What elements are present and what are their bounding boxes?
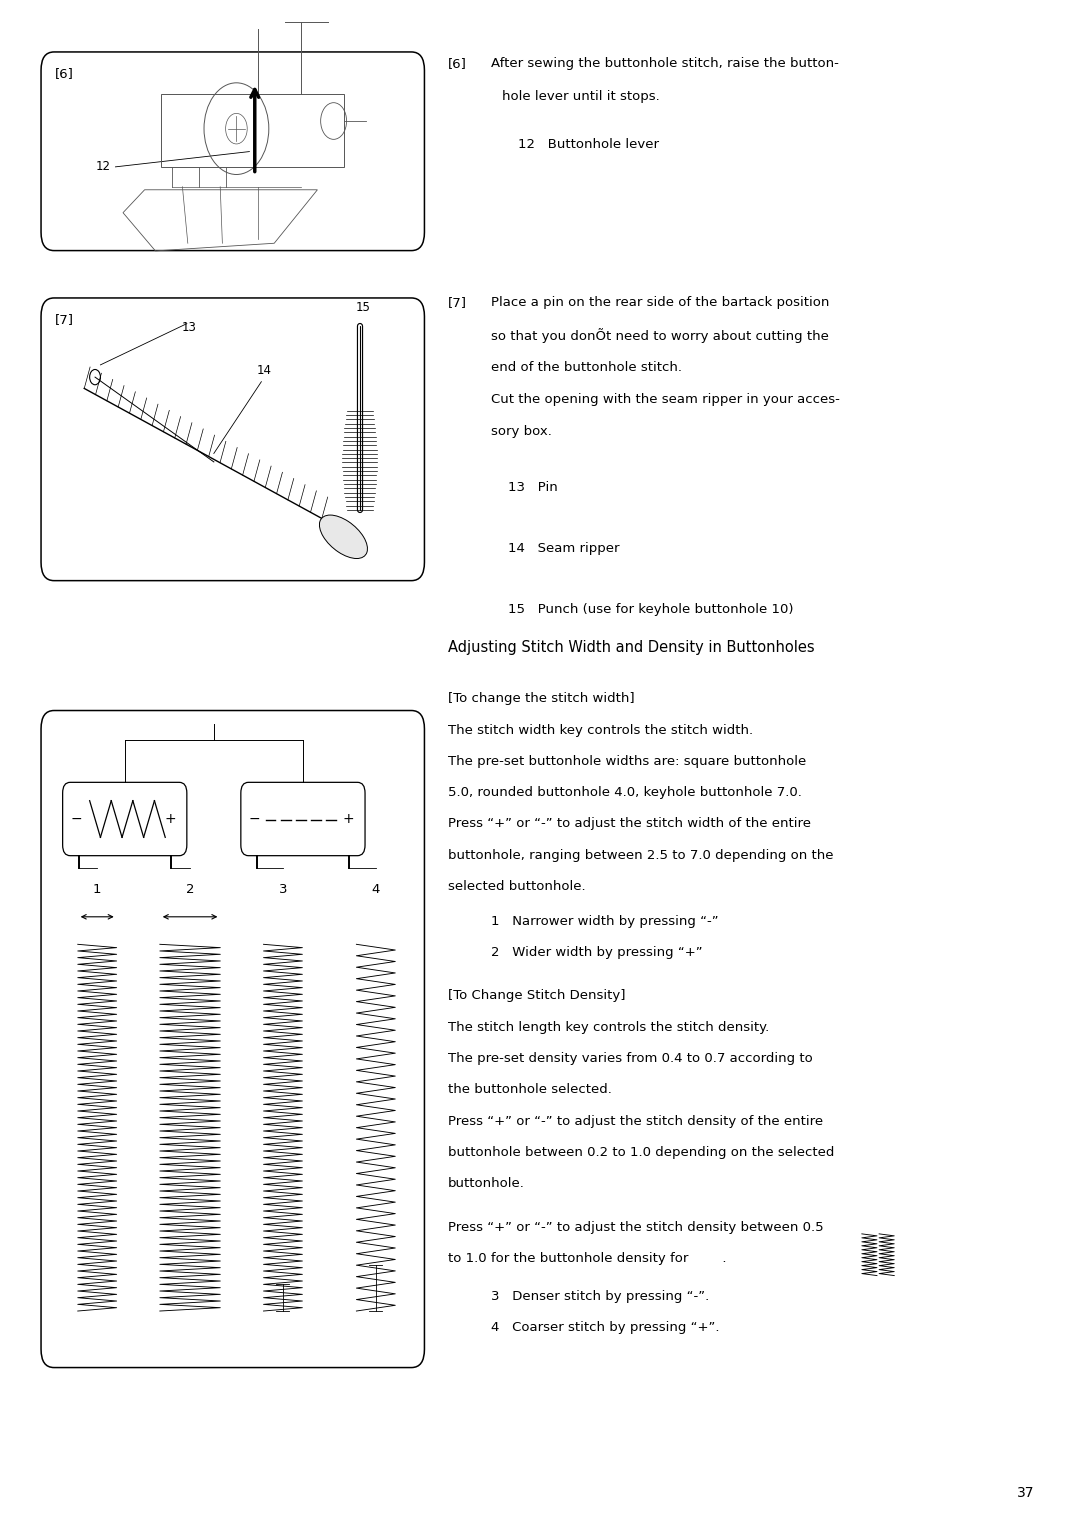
Text: 4: 4 xyxy=(372,883,380,897)
Text: The stitch length key controls the stitch density.: The stitch length key controls the stitc… xyxy=(448,1021,769,1034)
Text: Adjusting Stitch Width and Density in Buttonholes: Adjusting Stitch Width and Density in Bu… xyxy=(448,640,814,656)
Text: After sewing the buttonhole stitch, raise the button-: After sewing the buttonhole stitch, rais… xyxy=(491,57,839,70)
Text: +: + xyxy=(342,811,354,827)
Text: the buttonhole selected.: the buttonhole selected. xyxy=(448,1083,612,1097)
Text: The pre-set density varies from 0.4 to 0.7 according to: The pre-set density varies from 0.4 to 0… xyxy=(448,1053,813,1065)
Text: [To change the stitch width]: [To change the stitch width] xyxy=(448,692,635,706)
Text: 12   Buttonhole lever: 12 Buttonhole lever xyxy=(518,138,660,151)
Text: The stitch width key controls the stitch width.: The stitch width key controls the stitch… xyxy=(448,724,754,736)
Text: [To Change Stitch Density]: [To Change Stitch Density] xyxy=(448,990,625,1002)
Text: 15: 15 xyxy=(355,301,370,315)
Text: Press “+” or “-” to adjust the stitch density of the entire: Press “+” or “-” to adjust the stitch de… xyxy=(448,1115,823,1128)
Text: 4   Coarser stitch by pressing “+”.: 4 Coarser stitch by pressing “+”. xyxy=(491,1322,720,1334)
Text: 14   Seam ripper: 14 Seam ripper xyxy=(508,542,619,555)
Text: 15   Punch (use for keyhole buttonhole 10): 15 Punch (use for keyhole buttonhole 10) xyxy=(508,604,793,616)
Text: so that you donÕt need to worry about cutting the: so that you donÕt need to worry about cu… xyxy=(491,329,829,344)
Ellipse shape xyxy=(320,515,367,559)
Text: sory box.: sory box. xyxy=(491,425,552,439)
Text: end of the buttonhole stitch.: end of the buttonhole stitch. xyxy=(491,361,683,374)
Text: selected buttonhole.: selected buttonhole. xyxy=(448,880,585,894)
Text: [6]: [6] xyxy=(55,67,73,81)
FancyBboxPatch shape xyxy=(241,782,365,856)
Text: Place a pin on the rear side of the bartack position: Place a pin on the rear side of the bart… xyxy=(491,296,829,310)
Text: 5.0, rounded buttonhole 4.0, keyhole buttonhole 7.0.: 5.0, rounded buttonhole 4.0, keyhole but… xyxy=(448,785,802,799)
Text: buttonhole between 0.2 to 1.0 depending on the selected: buttonhole between 0.2 to 1.0 depending … xyxy=(448,1146,835,1160)
FancyBboxPatch shape xyxy=(63,782,187,856)
Text: 3   Denser stitch by pressing “-”.: 3 Denser stitch by pressing “-”. xyxy=(491,1290,710,1303)
Text: Press “+” or “-” to adjust the stitch density between 0.5: Press “+” or “-” to adjust the stitch de… xyxy=(448,1221,824,1235)
Text: −: − xyxy=(70,811,82,827)
Text: 2   Wider width by pressing “+”: 2 Wider width by pressing “+” xyxy=(491,946,703,960)
Text: buttonhole.: buttonhole. xyxy=(448,1178,525,1190)
Text: 12: 12 xyxy=(96,160,111,173)
Text: 14: 14 xyxy=(257,364,272,377)
Text: [7]: [7] xyxy=(55,313,75,327)
Text: 1: 1 xyxy=(93,883,102,897)
Text: 13   Pin: 13 Pin xyxy=(508,481,557,495)
Text: 3: 3 xyxy=(279,883,287,897)
FancyBboxPatch shape xyxy=(41,52,424,251)
Text: 2: 2 xyxy=(186,883,194,897)
Text: [7]: [7] xyxy=(448,296,468,310)
FancyBboxPatch shape xyxy=(41,298,424,581)
Text: The pre-set buttonhole widths are: square buttonhole: The pre-set buttonhole widths are: squar… xyxy=(448,755,807,769)
Text: to 1.0 for the buttonhole density for        .: to 1.0 for the buttonhole density for . xyxy=(448,1253,727,1265)
Text: 1   Narrower width by pressing “-”: 1 Narrower width by pressing “-” xyxy=(491,914,719,927)
Text: [6]: [6] xyxy=(448,57,467,70)
Text: Cut the opening with the seam ripper in your acces-: Cut the opening with the seam ripper in … xyxy=(491,393,840,406)
Text: hole lever until it stops.: hole lever until it stops. xyxy=(502,90,660,104)
Text: 13: 13 xyxy=(181,321,197,333)
Text: 37: 37 xyxy=(1017,1487,1035,1500)
FancyBboxPatch shape xyxy=(41,711,424,1368)
Text: −: − xyxy=(248,811,260,827)
Text: Press “+” or “-” to adjust the stitch width of the entire: Press “+” or “-” to adjust the stitch wi… xyxy=(448,817,811,831)
Text: buttonhole, ranging between 2.5 to 7.0 depending on the: buttonhole, ranging between 2.5 to 7.0 d… xyxy=(448,850,834,862)
Text: +: + xyxy=(164,811,176,827)
